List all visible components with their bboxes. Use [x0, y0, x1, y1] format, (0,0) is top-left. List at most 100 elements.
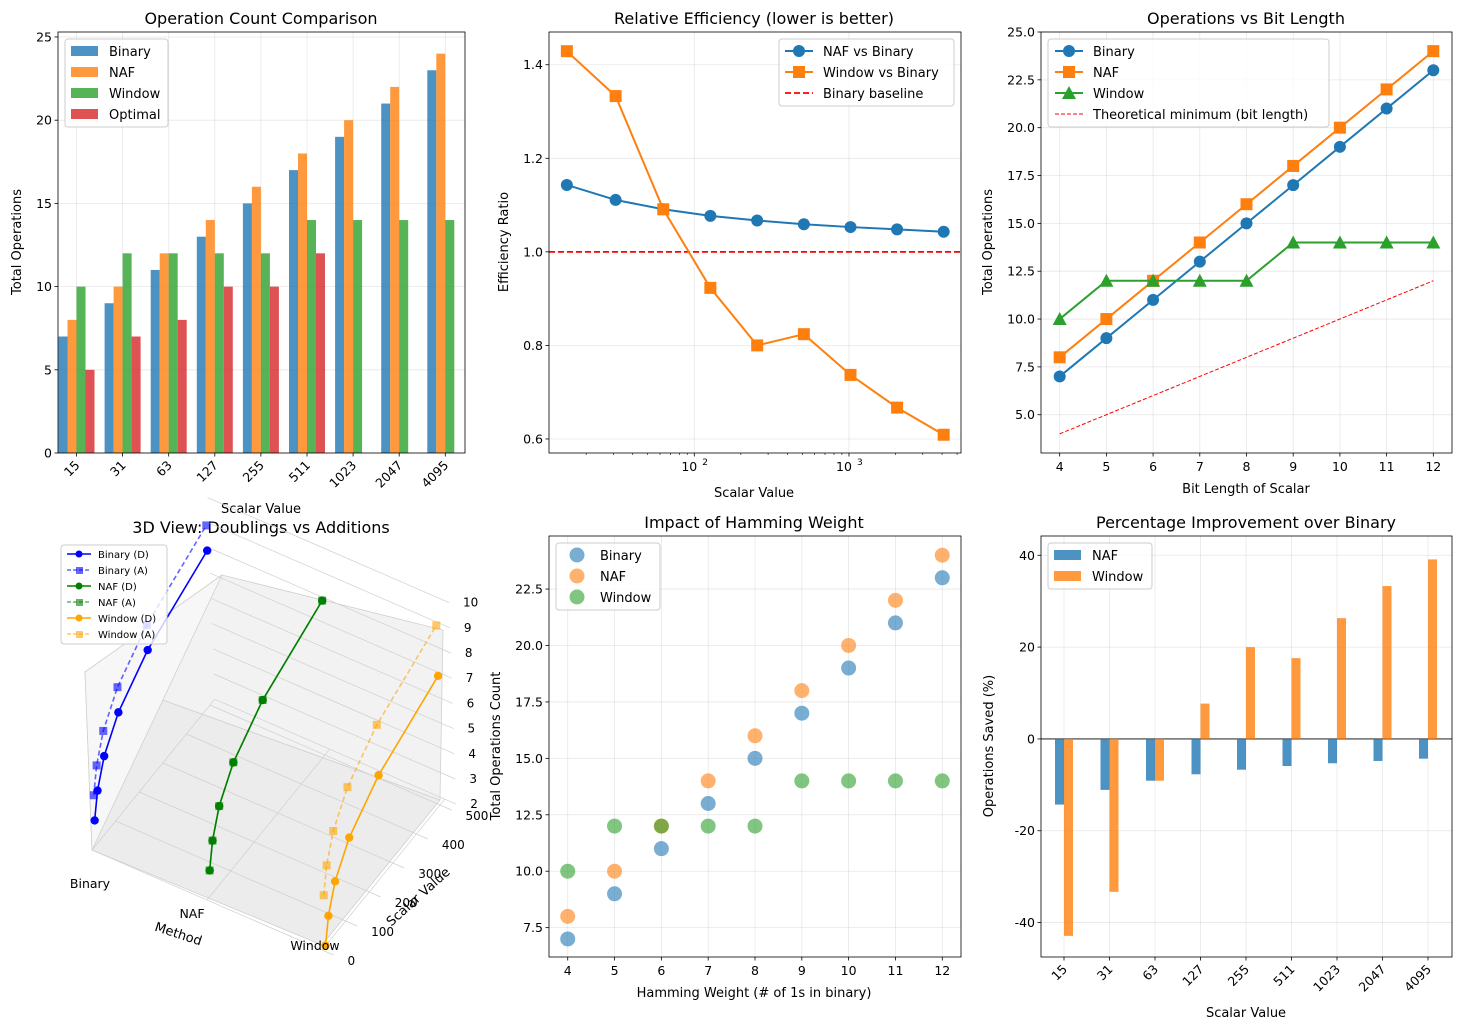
op-count-bar-optimal: [223, 286, 233, 453]
efficiency-point-naf: [844, 221, 857, 234]
bitlength-point-binary: [1240, 217, 1253, 230]
op-count-bar-optimal: [85, 369, 95, 453]
bitlength-point-window: [1239, 273, 1254, 287]
op-count-ytick-label: 25: [36, 29, 52, 44]
view3d-ygrid: [139, 791, 381, 898]
view3d-ztick-label: 5: [468, 722, 476, 736]
hamming-point-binary: [607, 886, 623, 902]
improvement-bar-naf: [1328, 738, 1337, 764]
op-count-legend-optimal-swatch: [71, 109, 98, 119]
bitlength-point-binary: [1427, 64, 1440, 77]
view3d-point-d: [202, 546, 212, 555]
efficiency-point-window: [751, 339, 764, 352]
bitlength-ytick-label: 12.5: [1007, 264, 1035, 279]
view3d-legend-window-d-marker: [75, 614, 83, 622]
efficiency-point-window: [844, 368, 857, 381]
hamming-point-binary: [747, 750, 763, 766]
bitlength-point-binary: [1193, 255, 1206, 268]
efficiency-ytick-label: 1.2: [523, 151, 543, 166]
improvement-legend-naf: NAF: [1092, 549, 1118, 564]
hamming-legend-binary-marker: [569, 547, 585, 563]
hamming-legend-window-marker: [569, 589, 585, 605]
op-count-legend-window: Window: [109, 87, 161, 102]
op-count-bar-binary: [289, 170, 298, 453]
op-count-legend-binary-swatch: [71, 46, 98, 56]
hamming-ytick-label: 10.0: [515, 864, 543, 879]
view3d-ztick-label: 9: [464, 621, 472, 635]
hamming-point-naf: [841, 637, 857, 653]
bitlength-legend-binary: Binary: [1093, 45, 1135, 60]
view3d-xgrid: [206, 748, 330, 901]
view3d-point-a: [99, 726, 108, 735]
improvement-bar-naf: [1237, 738, 1246, 770]
view3d-point-d: [433, 671, 443, 681]
improvement-ytick-label: -40: [1015, 915, 1035, 930]
view3d-legend-naf-a: NAF (A): [98, 598, 136, 609]
view3d-point-a: [322, 861, 331, 870]
op-count-bar-naf: [344, 120, 354, 454]
op-count-bar-window: [76, 286, 86, 453]
op-count-legend-naf-swatch: [71, 67, 98, 77]
efficiency-legend-baseline: Binary baseline: [823, 87, 923, 102]
bitlength-point-binary: [1380, 102, 1393, 115]
efficiency-point-naf: [797, 218, 810, 231]
efficiency-point-window: [560, 45, 573, 58]
hamming-ytick-label: 17.5: [515, 694, 543, 709]
improvement-xlabel: Scalar Value: [1206, 1006, 1286, 1021]
bitlength-point-naf: [1240, 198, 1253, 211]
panel-hamming-weight: Impact of Hamming Weight 7.5 10.0 12.5 15.0…: [489, 513, 962, 1001]
view3d-legend-binary-d: Binary (D): [98, 550, 149, 561]
hamming-point-naf: [747, 728, 763, 744]
view3d-point-d: [114, 708, 123, 717]
bitlength-point-window: [1332, 235, 1347, 249]
efficiency-point-window: [704, 281, 717, 294]
improvement-bar-naf: [1055, 738, 1064, 805]
efficiency-ylabel: Efficiency Ratio: [497, 192, 512, 292]
hamming-ytick-label: 20.0: [515, 638, 543, 653]
view3d-zgrid: [209, 547, 451, 654]
bitlength-xtick-label: 11: [1379, 459, 1395, 474]
improvement-bar-window: [1337, 618, 1346, 739]
view3d-panes: [84, 573, 444, 946]
op-count-legend-window-swatch: [71, 88, 98, 98]
op-count-ytick-label: 5: [44, 362, 52, 377]
op-count-bar-window: [399, 220, 409, 453]
hamming-xtick-label: 4: [564, 963, 572, 978]
improvement-bar-window: [1155, 738, 1164, 781]
view3d-point-d: [324, 911, 333, 921]
efficiency-xtick-exponent: 2: [702, 458, 708, 468]
hamming-title: Impact of Hamming Weight: [644, 513, 864, 532]
bitlength-point-binary: [1053, 370, 1066, 383]
panel-bit-length: Operations vs Bit Length 5.0 7.5 10.0 12.5 1…: [981, 9, 1453, 497]
op-count-bar-binary: [335, 136, 345, 453]
view3d-ytick-label: 0: [348, 954, 356, 968]
improvement-bar-naf: [1419, 738, 1428, 759]
hamming-ytick-label: 15.0: [515, 751, 543, 766]
op-count-bar-optimal: [269, 286, 279, 453]
bitlength-ytick-label: 15.0: [1007, 216, 1035, 231]
bitlength-ytick-label: 7.5: [1015, 359, 1035, 374]
bitlength-xtick-label: 12: [1425, 459, 1441, 474]
view3d-point-a: [318, 596, 327, 605]
bitlength-point-window: [1379, 235, 1394, 249]
hamming-ytick-label: 7.5: [523, 920, 543, 935]
improvement-ytick-label: 20: [1019, 640, 1035, 655]
hamming-xtick-label: 12: [934, 963, 950, 978]
efficiency-point-window: [797, 328, 810, 341]
hamming-point-binary: [653, 841, 669, 857]
op-count-ytick-label: 0: [44, 446, 52, 461]
bitlength-title: Operations vs Bit Length: [1147, 9, 1345, 28]
improvement-bar-naf: [1146, 738, 1155, 781]
improvement-legend-window-swatch: [1054, 571, 1081, 581]
view3d-xtick-label: NAF: [179, 906, 204, 921]
bitlength-legend-binary-marker: [1063, 45, 1075, 57]
efficiency-point-naf: [937, 225, 950, 238]
view3d-point-a: [372, 720, 381, 729]
bitlength-point-binary: [1287, 179, 1300, 192]
view3d-legend-window-a-marker: [76, 631, 83, 638]
view3d-ztick-label: 10: [463, 596, 478, 610]
improvement-bar-window: [1109, 738, 1119, 892]
op-count-bar-naf: [205, 220, 215, 453]
view3d-point-a: [202, 521, 211, 530]
